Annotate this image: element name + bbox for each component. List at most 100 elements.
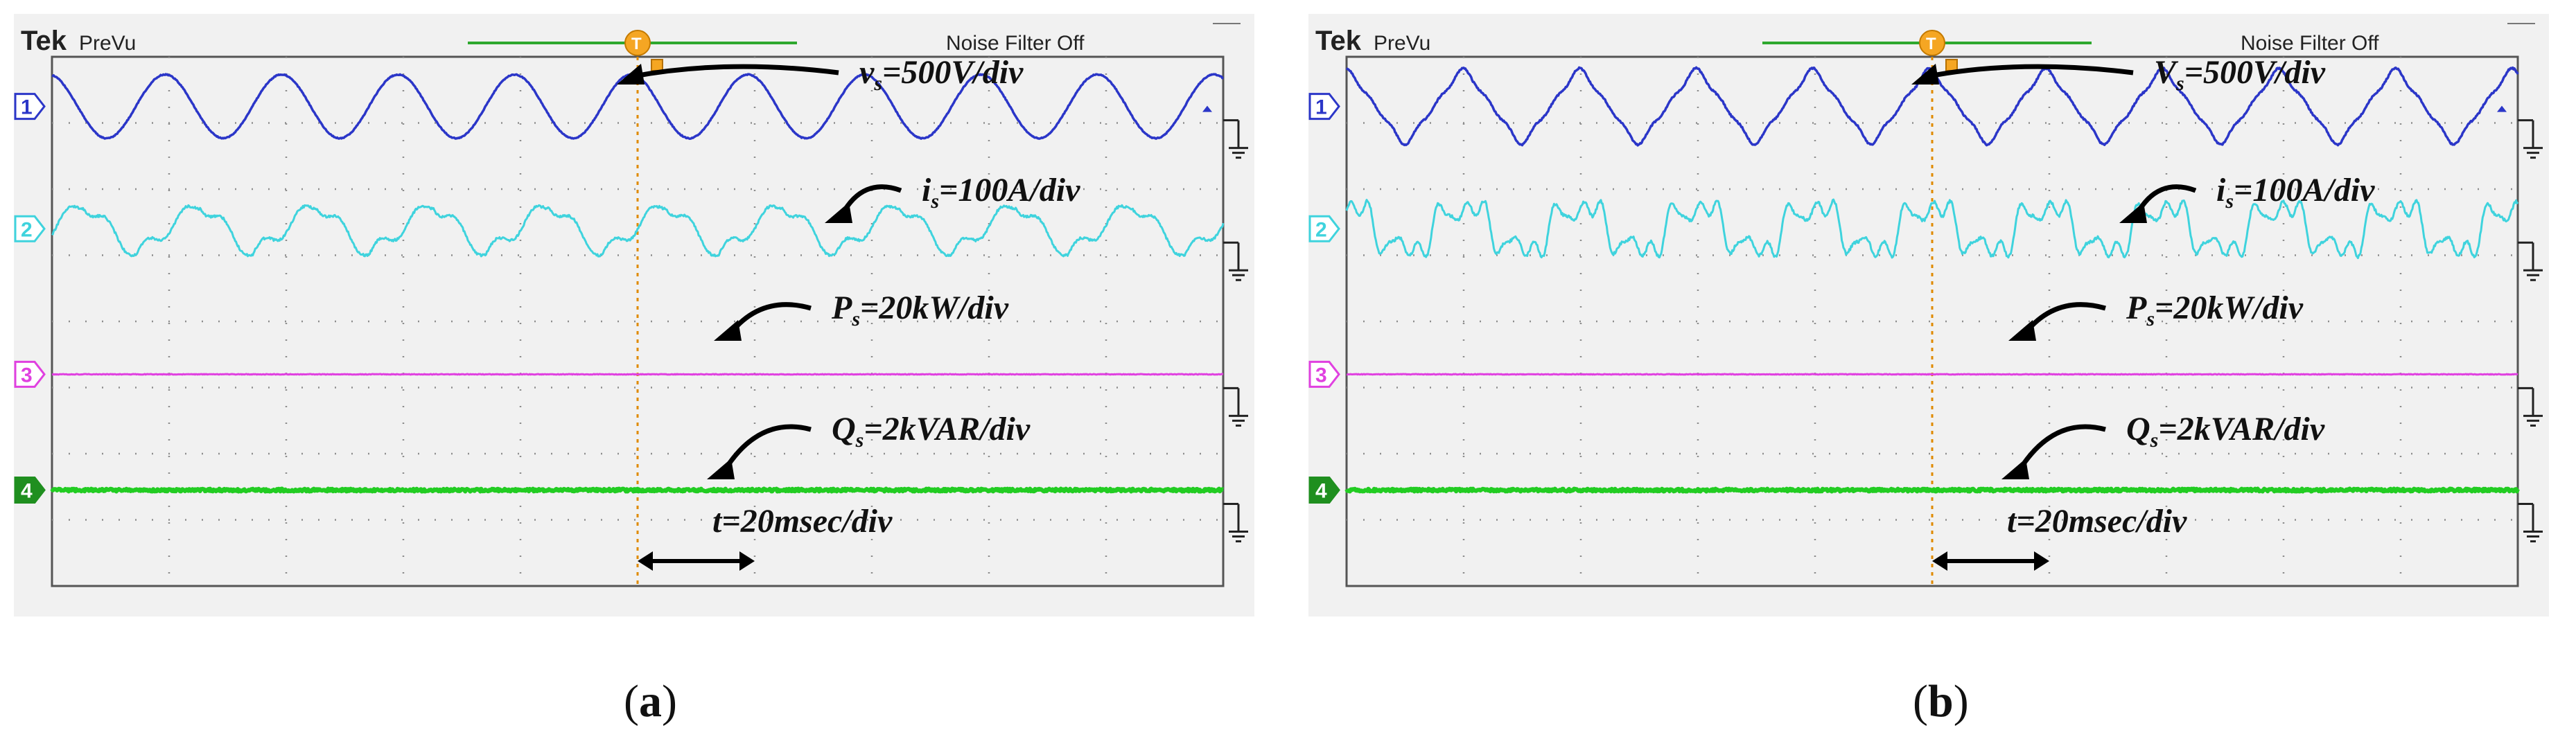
channel-tag-shape [14, 360, 46, 388]
label-symbol: i [922, 172, 931, 208]
channel-tag-number: 3 [1315, 364, 1327, 387]
label-scale: =2kVAR/div [2158, 411, 2325, 447]
channel-tag-4: 4 [1308, 477, 1340, 504]
oscilloscope-panel-a: Tek PreVu Noise Filter Off T 1 2 3 4 vs=500V/… [14, 14, 1254, 616]
channel-scale-label-4: Qs=2kVAR/div [832, 411, 1031, 452]
label-symbol: i [2216, 172, 2226, 208]
label-scale: =500V/div [2184, 54, 2326, 91]
channel-tag-number: 1 [1315, 96, 1327, 119]
label-subscript: s [2175, 72, 2184, 95]
trigger-marker-glyph: T [631, 35, 642, 53]
channel-tag-3: 3 [14, 360, 46, 388]
annotation-arrowhead-icon [2001, 459, 2029, 479]
brand-label: Tek [21, 26, 67, 56]
channel-tag-1: 1 [14, 93, 46, 121]
label-subscript: s [855, 429, 864, 452]
annotation-arrowhead-icon [1911, 64, 1939, 85]
channel-tag-2: 2 [1308, 215, 1340, 242]
ch1-offset-marker-icon [1202, 105, 1212, 112]
channel-tag-2: 2 [14, 215, 46, 242]
caption-letter: b [1927, 676, 1954, 727]
channel-tag-3: 3 [1308, 360, 1340, 388]
channel-tag-shape [14, 477, 46, 504]
channel-tag-1: 1 [1308, 93, 1340, 121]
label-subscript: s [2146, 308, 2155, 330]
filter-status: Noise Filter Off [946, 32, 1085, 55]
channel-scale-label-1: Vs=500V/div [2154, 54, 2326, 95]
label-scale: =500V/div [882, 54, 1024, 91]
channel-tag-4: 4 [14, 477, 46, 504]
trigger-marker-icon [1919, 30, 1945, 56]
time-scale-label: t=20msec/div [2007, 503, 2187, 540]
ground-icon [2518, 503, 2543, 543]
time-scale-label: t=20msec/div [712, 503, 893, 540]
trigger-level-flag-icon [651, 59, 663, 71]
channel-scale-label-2: is=100A/div [2216, 172, 2375, 213]
channel-scale-label-1: vs=500V/div [859, 54, 1024, 95]
time-span-arrowhead-left-icon [1932, 551, 1947, 571]
annotation-arrow [1928, 64, 2134, 79]
scope-screen-a: Tek PreVu Noise Filter Off T1234vs=500V/… [14, 23, 1248, 587]
channel-scale-label-3: Ps=20kW/div [831, 290, 1009, 330]
channel-tag-shape [1308, 215, 1340, 242]
waveform-ch4 [50, 486, 1225, 494]
channel-tag-shape [14, 93, 46, 121]
caption-letter: a [638, 676, 662, 727]
channel-tag-shape [1308, 360, 1340, 388]
caption-paren-close: ) [661, 676, 677, 727]
channel-tag-number: 1 [21, 96, 33, 119]
trigger-marker-icon [624, 30, 651, 56]
waveform-ch4 [1344, 486, 2520, 494]
channel-scale-label-3: Ps=20kW/div [2126, 290, 2304, 330]
filter-status: Noise Filter Off [2241, 32, 2379, 55]
time-span-arrowhead-left-icon [638, 551, 653, 571]
time-span-arrowhead-right-icon [2034, 551, 2049, 571]
annotation-arrowhead-icon [2119, 202, 2147, 223]
waveform-ch3 [51, 373, 1224, 376]
annotation-arrow [2017, 424, 2106, 472]
channel-scale-label-2: is=100A/div [922, 172, 1080, 213]
label-subscript: s [2225, 190, 2234, 213]
scope-screen-b: Tek PreVu Noise Filter Off T 1 2 3 4 Vs=500V/… [1308, 23, 2543, 587]
channel-tag-number: 4 [21, 480, 33, 503]
ground-icon [1223, 119, 1248, 159]
label-symbol: Q [832, 411, 856, 447]
oscilloscope-panel-b: Tek PreVu Noise Filter Off T 1 2 3 4 Vs=500V/… [1308, 14, 2549, 616]
ground-icon [2518, 241, 2543, 281]
brand-label: Tek [1315, 26, 1362, 56]
channel-scale-label-4: Qs=2kVAR/div [2126, 411, 2325, 452]
label-subscript: s [873, 72, 882, 95]
channel-tag-number: 4 [1315, 480, 1327, 503]
ground-icon [1223, 503, 1248, 543]
label-scale: =100A/div [939, 172, 1080, 208]
label-symbol: Q [2126, 411, 2150, 447]
ground-icon [1223, 387, 1248, 427]
channel-tag-shape [1308, 477, 1340, 504]
label-symbol: v [859, 54, 875, 91]
ch1-offset-marker-icon [2497, 105, 2507, 112]
waveform-ch2 [1345, 198, 2519, 260]
annotation-arrowhead-icon [617, 64, 645, 85]
channel-tag-number: 3 [21, 364, 33, 387]
waveform-ch2 [51, 204, 1225, 258]
time-span-arrowhead-right-icon [739, 551, 755, 571]
caption-a: (a) [624, 675, 677, 728]
label-scale: =20kW/div [2155, 290, 2304, 326]
channel-tag-shape [1308, 93, 1340, 121]
channel-tag-shape [14, 215, 46, 242]
caption-b: (b) [1913, 675, 1969, 728]
label-subscript: s [851, 308, 860, 330]
waveform-ch3 [1346, 373, 2518, 376]
annotation-arrow [729, 302, 812, 335]
label-subscript: s [930, 190, 939, 213]
caption-paren-open: ( [624, 676, 639, 727]
trigger-marker-glyph: T [1926, 35, 1936, 53]
channel-tag-number: 2 [1315, 218, 1327, 241]
caption-paren-close: ) [1953, 676, 1969, 727]
label-scale: =20kW/div [860, 290, 1009, 326]
annotation-arrowhead-icon [707, 459, 735, 479]
annotation-arrowhead-icon [825, 202, 852, 223]
caption-paren-open: ( [1913, 676, 1928, 727]
mode-label: PreVu [1374, 32, 1430, 55]
ground-icon [2518, 119, 2543, 159]
